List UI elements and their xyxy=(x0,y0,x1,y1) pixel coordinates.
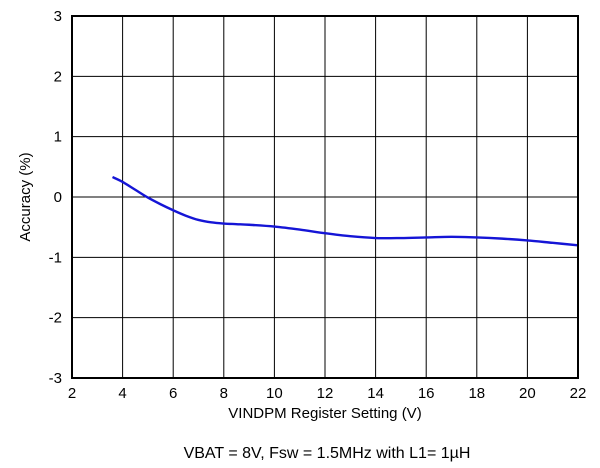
y-tick-label: -1 xyxy=(49,249,62,266)
x-tick-label: 10 xyxy=(266,385,283,402)
series-layer xyxy=(111,176,579,247)
y-tick-label: 2 xyxy=(54,68,62,85)
x-tick-label: 20 xyxy=(519,385,536,402)
x-tick-label: 12 xyxy=(317,385,334,402)
x-tick-label: 16 xyxy=(418,385,435,402)
x-tick-labels: 2 4 6 8 10 12 14 16 18 20 22 xyxy=(68,385,587,402)
x-tick-label: 2 xyxy=(68,385,76,402)
y-tick-label: 3 xyxy=(54,8,62,25)
x-tick-label: 14 xyxy=(367,385,384,402)
x-tick-label: 18 xyxy=(468,385,485,402)
grid-lines xyxy=(72,16,578,378)
y-tick-labels: -3 -2 -1 0 1 2 3 xyxy=(49,8,62,387)
plot-frame xyxy=(71,15,579,379)
y-tick-label: 0 xyxy=(54,189,62,206)
x-tick-label: 22 xyxy=(570,385,587,402)
x-tick-label: 8 xyxy=(220,385,228,402)
x-axis-title: VINDPM Register Setting (V) xyxy=(228,405,421,422)
accuracy-series-line xyxy=(111,176,579,247)
y-tick-label: -3 xyxy=(49,370,62,387)
y-tick-label: 1 xyxy=(54,129,62,146)
x-tick-label: 6 xyxy=(169,385,177,402)
y-axis-title: Accuracy (%) xyxy=(17,152,34,241)
y-tick-label: -2 xyxy=(49,310,62,327)
chart-caption: VBAT = 8V, Fsw = 1.5MHz with L1= 1µH xyxy=(184,445,471,462)
x-tick-label: 4 xyxy=(118,385,126,402)
